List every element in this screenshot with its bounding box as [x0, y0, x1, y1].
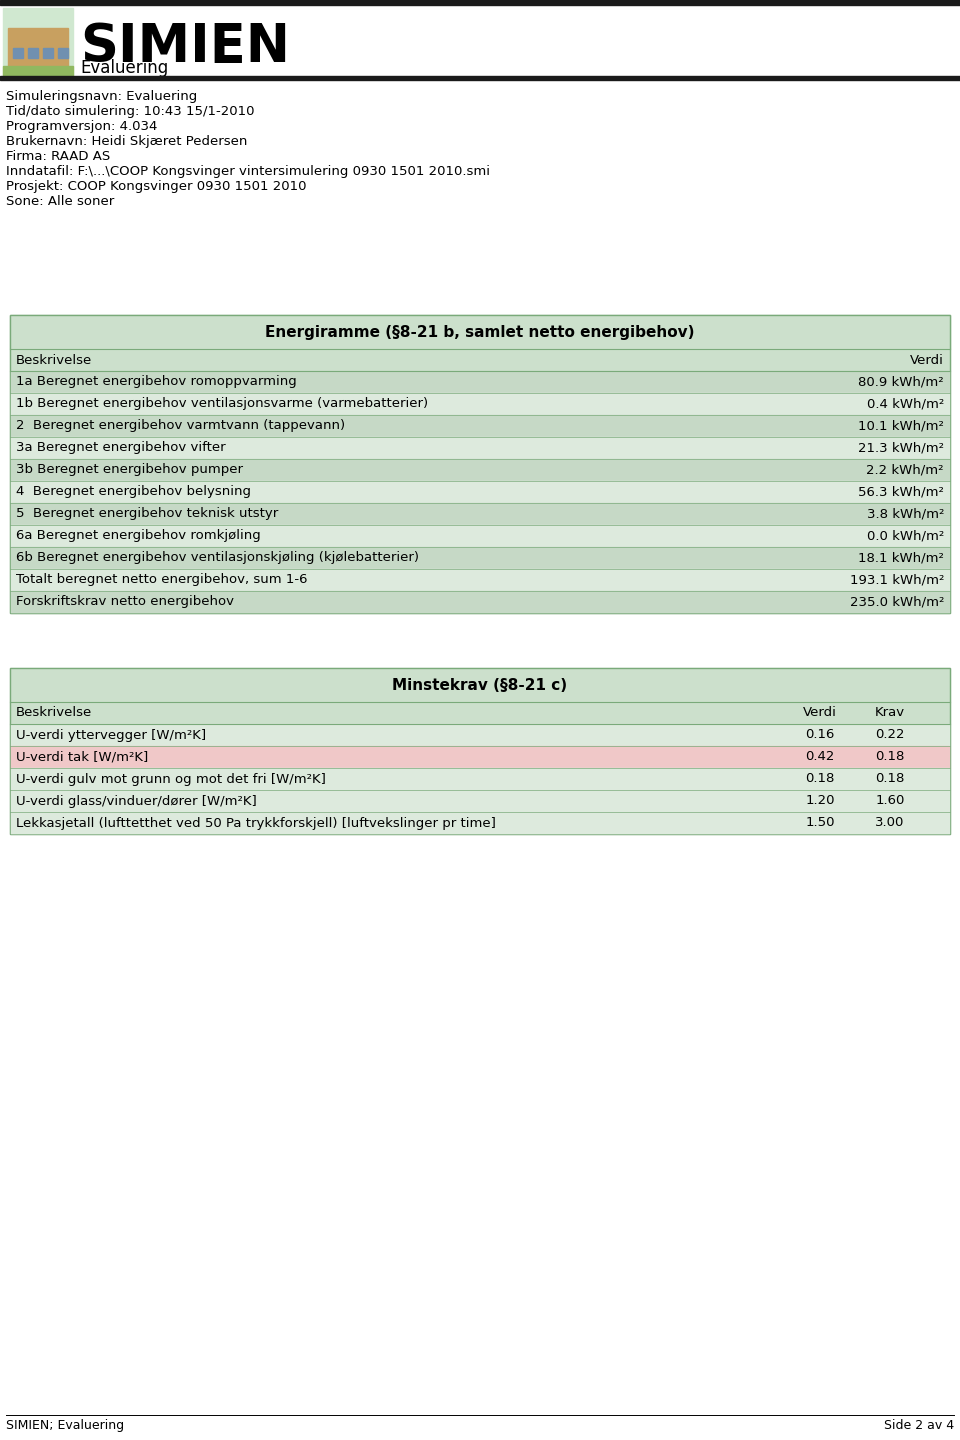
- Text: 0.18: 0.18: [876, 750, 904, 763]
- Text: SIMIEN: SIMIEN: [80, 22, 290, 73]
- Text: 1.20: 1.20: [805, 795, 835, 808]
- Text: 18.1 kWh/m²: 18.1 kWh/m²: [858, 552, 944, 564]
- Text: 0.0 kWh/m²: 0.0 kWh/m²: [867, 530, 944, 543]
- Bar: [10, 315, 950, 613]
- Text: U-verdi glass/vinduer/dører [W/m²K]: U-verdi glass/vinduer/dører [W/m²K]: [16, 795, 256, 808]
- Text: Minstekrav (§8-21 c): Minstekrav (§8-21 c): [393, 677, 567, 693]
- Bar: [3, 66, 73, 78]
- Bar: [0, 76, 960, 81]
- Text: Simuleringsnavn: Evaluering: Simuleringsnavn: Evaluering: [6, 89, 197, 104]
- Text: Evaluering: Evaluering: [80, 59, 168, 76]
- Text: Beskrivelse: Beskrivelse: [16, 707, 92, 720]
- Text: Firma: RAAD AS: Firma: RAAD AS: [6, 150, 110, 163]
- Text: 1a Beregnet energibehov romoppvarming: 1a Beregnet energibehov romoppvarming: [16, 376, 297, 389]
- Text: 2  Beregnet energibehov varmtvann (tappevann): 2 Beregnet energibehov varmtvann (tappev…: [16, 419, 346, 432]
- Text: 3a Beregnet energibehov vifter: 3a Beregnet energibehov vifter: [16, 442, 226, 455]
- Text: 2.2 kWh/m²: 2.2 kWh/m²: [867, 464, 944, 477]
- Bar: [13, 48, 23, 58]
- Bar: [8, 27, 68, 73]
- Text: Verdi: Verdi: [804, 707, 837, 720]
- Text: 1b Beregnet energibehov ventilasjonsvarme (varmebatterier): 1b Beregnet energibehov ventilasjonsvarm…: [16, 397, 428, 410]
- Bar: [11, 481, 949, 503]
- Bar: [43, 48, 53, 58]
- Text: 6b Beregnet energibehov ventilasjonskjøling (kjølebatterier): 6b Beregnet energibehov ventilasjonskjøl…: [16, 552, 419, 564]
- Text: Verdi: Verdi: [910, 353, 944, 367]
- Text: 10.1 kWh/m²: 10.1 kWh/m²: [858, 419, 944, 432]
- Bar: [11, 768, 949, 791]
- Bar: [10, 315, 950, 613]
- Text: U-verdi gulv mot grunn og mot det fri [W/m²K]: U-verdi gulv mot grunn og mot det fri [W…: [16, 772, 325, 785]
- Text: 0.18: 0.18: [876, 772, 904, 785]
- Text: 235.0 kWh/m²: 235.0 kWh/m²: [850, 596, 944, 609]
- Text: 0.18: 0.18: [805, 772, 834, 785]
- Bar: [28, 48, 38, 58]
- Text: 0.22: 0.22: [876, 729, 904, 742]
- Text: 3.8 kWh/m²: 3.8 kWh/m²: [867, 507, 944, 520]
- Text: Sone: Alle soner: Sone: Alle soner: [6, 194, 114, 207]
- Bar: [0, 0, 960, 4]
- Bar: [11, 746, 949, 768]
- Bar: [11, 569, 949, 590]
- Bar: [11, 791, 949, 812]
- Text: Tid/dato simulering: 10:43 15/1-2010: Tid/dato simulering: 10:43 15/1-2010: [6, 105, 254, 118]
- Text: U-verdi tak [W/m²K]: U-verdi tak [W/m²K]: [16, 750, 148, 763]
- Text: 3b Beregnet energibehov pumper: 3b Beregnet energibehov pumper: [16, 464, 243, 477]
- Bar: [58, 48, 68, 58]
- Text: Prosjekt: COOP Kongsvinger 0930 1501 2010: Prosjekt: COOP Kongsvinger 0930 1501 201…: [6, 180, 306, 193]
- Bar: [3, 9, 73, 78]
- Bar: [11, 547, 949, 569]
- Bar: [11, 590, 949, 613]
- Bar: [10, 668, 950, 834]
- Text: Krav: Krav: [875, 707, 905, 720]
- Text: 6a Beregnet energibehov romkjøling: 6a Beregnet energibehov romkjøling: [16, 530, 261, 543]
- Bar: [11, 415, 949, 436]
- Bar: [11, 372, 949, 393]
- Text: Beskrivelse: Beskrivelse: [16, 353, 92, 367]
- Bar: [11, 526, 949, 547]
- Text: Lekkasjetall (lufttetthet ved 50 Pa trykkforskjell) [luftvekslinger pr time]: Lekkasjetall (lufttetthet ved 50 Pa tryk…: [16, 816, 496, 829]
- Text: 1.60: 1.60: [876, 795, 904, 808]
- Text: U-verdi yttervegger [W/m²K]: U-verdi yttervegger [W/m²K]: [16, 729, 206, 742]
- Text: SIMIEN; Evaluering: SIMIEN; Evaluering: [6, 1418, 124, 1431]
- Text: Energiramme (§8-21 b, samlet netto energibehov): Energiramme (§8-21 b, samlet netto energ…: [265, 324, 695, 340]
- Bar: [11, 393, 949, 415]
- Text: 56.3 kWh/m²: 56.3 kWh/m²: [858, 485, 944, 498]
- Text: 80.9 kWh/m²: 80.9 kWh/m²: [858, 376, 944, 389]
- Text: 1.50: 1.50: [805, 816, 835, 829]
- Text: 0.4 kWh/m²: 0.4 kWh/m²: [867, 397, 944, 410]
- Bar: [11, 503, 949, 526]
- Text: 0.16: 0.16: [805, 729, 834, 742]
- Text: Side 2 av 4: Side 2 av 4: [884, 1418, 954, 1431]
- Text: 3.00: 3.00: [876, 816, 904, 829]
- Text: 4  Beregnet energibehov belysning: 4 Beregnet energibehov belysning: [16, 485, 251, 498]
- Bar: [11, 436, 949, 459]
- Bar: [10, 668, 950, 834]
- Text: 21.3 kWh/m²: 21.3 kWh/m²: [858, 442, 944, 455]
- Text: Programversjon: 4.034: Programversjon: 4.034: [6, 120, 157, 132]
- Text: 193.1 kWh/m²: 193.1 kWh/m²: [850, 573, 944, 586]
- Bar: [11, 812, 949, 834]
- Text: Forskriftskrav netto energibehov: Forskriftskrav netto energibehov: [16, 596, 234, 609]
- Text: 5  Beregnet energibehov teknisk utstyr: 5 Beregnet energibehov teknisk utstyr: [16, 507, 278, 520]
- Text: Totalt beregnet netto energibehov, sum 1-6: Totalt beregnet netto energibehov, sum 1…: [16, 573, 307, 586]
- Text: Brukernavn: Heidi Skjæret Pedersen: Brukernavn: Heidi Skjæret Pedersen: [6, 135, 248, 148]
- Bar: [10, 315, 950, 348]
- Bar: [11, 459, 949, 481]
- Text: Inndatafil: F:\...\COOP Kongsvinger vintersimulering 0930 1501 2010.smi: Inndatafil: F:\...\COOP Kongsvinger vint…: [6, 166, 490, 179]
- Text: 0.42: 0.42: [805, 750, 834, 763]
- Bar: [11, 724, 949, 746]
